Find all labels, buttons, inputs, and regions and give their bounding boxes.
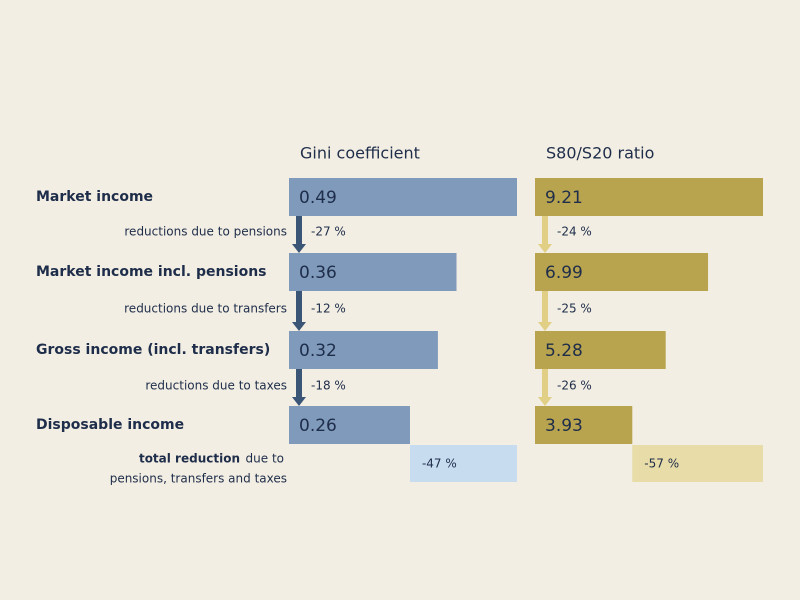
reduction-value: -26 % <box>557 379 592 393</box>
row-label: Market income incl. pensions <box>36 264 267 280</box>
bar <box>535 406 633 444</box>
reduction-arrow <box>538 216 552 253</box>
total-value: -57 % <box>644 457 679 471</box>
total-bar <box>632 445 763 482</box>
bar <box>535 253 709 291</box>
total-label: total reduction <box>139 452 240 466</box>
reduction-value: -25 % <box>557 302 592 316</box>
bar <box>535 178 763 216</box>
reduction-value: -24 % <box>557 225 592 239</box>
value-label: 5.28 <box>545 341 583 361</box>
value-label: 0.49 <box>299 188 337 208</box>
row-label: Gross income (incl. transfers) <box>36 342 270 358</box>
value-label: 3.93 <box>545 416 583 436</box>
value-label: 9.21 <box>545 188 583 208</box>
reduction-label: reductions due to taxes <box>145 379 287 393</box>
bar <box>535 331 666 369</box>
bar <box>289 253 457 291</box>
reduction-value: -12 % <box>311 302 346 316</box>
total-label: due to <box>246 452 284 466</box>
value-label: 0.36 <box>299 263 337 283</box>
reduction-arrow <box>292 216 306 253</box>
total-value: -47 % <box>422 457 457 471</box>
bar <box>289 331 438 369</box>
reduction-arrow <box>538 291 552 331</box>
bar <box>289 406 410 444</box>
reduction-value: -18 % <box>311 379 346 393</box>
reduction-arrow <box>538 369 552 406</box>
reduction-arrow <box>292 369 306 406</box>
reduction-label: reductions due to pensions <box>124 225 287 239</box>
row-label: Market income <box>36 189 153 205</box>
reduction-arrow <box>292 291 306 331</box>
total-label: pensions, transfers and taxes <box>110 472 287 486</box>
total-bar <box>409 445 517 482</box>
value-label: 6.99 <box>545 263 583 283</box>
value-label: 0.32 <box>299 341 337 361</box>
panel-title: S80/S20 ratio <box>546 144 654 163</box>
bar <box>289 178 517 216</box>
value-label: 0.26 <box>299 416 337 436</box>
row-label: Disposable income <box>36 417 184 433</box>
reduction-value: -27 % <box>311 225 346 239</box>
panel-title: Gini coefficient <box>300 144 420 163</box>
reduction-label: reductions due to transfers <box>124 302 287 316</box>
